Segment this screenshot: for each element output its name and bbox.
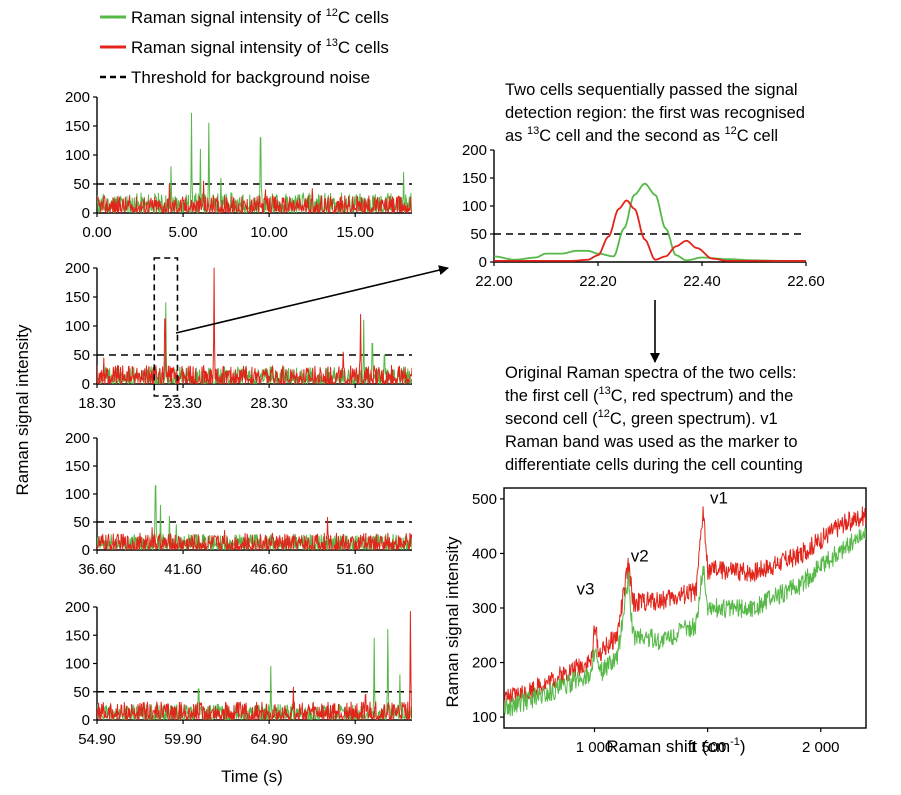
y-tick-label: 400 xyxy=(472,545,497,562)
y-tick-label: 50 xyxy=(470,226,487,243)
x-tick-label: 36.60 xyxy=(78,561,116,578)
spectra-note: Original Raman spectra of the two cells:… xyxy=(505,364,803,474)
y-tick-label: 150 xyxy=(462,170,487,187)
y-tick-label: 0 xyxy=(82,542,90,559)
spectra-note-line-4: Raman band was used as the marker to xyxy=(505,433,798,451)
legend-label-threshold: Threshold for background noise xyxy=(131,68,370,87)
spectra-note-line-5: differentiate cells during the cell coun… xyxy=(505,456,803,474)
spectra-note-line-1: Original Raman spectra of the two cells: xyxy=(505,364,797,382)
series-line-13c xyxy=(504,506,866,708)
y-tick-label: 50 xyxy=(73,176,90,193)
y-tick-label: 100 xyxy=(65,486,90,503)
y-tick-label: 200 xyxy=(462,142,487,159)
time-trace-panel-1: 0 50 100 150 200 0.00 5.00 10.00 15.00 xyxy=(65,89,412,241)
raman-spectra-panel: 100 200 300 400 500 1 000 1 500 2 000 v3 v2 v1 xyxy=(472,487,867,756)
zoom-note-line-1: Two cells sequentially passed the signal xyxy=(505,81,798,99)
x-tick-label: 28.30 xyxy=(250,395,288,412)
x-tick-label: 5.00 xyxy=(168,224,197,241)
y-tick-label: 100 xyxy=(65,147,90,164)
series-line-13c xyxy=(97,611,412,720)
x-tick-label: 2 000 xyxy=(802,739,840,756)
x-tick-label: 22.00 xyxy=(475,273,513,290)
spectrum-x-axis-label: Raman shift (cm-1) xyxy=(606,736,745,756)
x-tick-label: 59.90 xyxy=(164,731,202,748)
highlight-box xyxy=(153,257,179,397)
left-x-axis-label: Time (s) xyxy=(221,767,283,786)
y-tick-label: 0 xyxy=(82,712,90,729)
band-label-v3: v3 xyxy=(576,579,594,598)
spectra-note-line-3: second cell (12C, green spectrum). v1 xyxy=(505,408,778,428)
x-tick-label: 64.90 xyxy=(250,731,288,748)
y-tick-label: 0 xyxy=(479,254,487,271)
band-label-v1: v1 xyxy=(710,488,728,507)
zoom-note: Two cells sequentially passed the signal… xyxy=(505,81,805,145)
y-tick-label: 50 xyxy=(73,347,90,364)
zoom-note-line-3: as 13C cell and the second as 12C cell xyxy=(505,125,778,145)
y-tick-label: 200 xyxy=(65,599,90,616)
legend: Raman signal intensity of 12C cells Rama… xyxy=(100,7,389,87)
y-tick-label: 100 xyxy=(65,318,90,335)
zoom-note-line-2: detection region: the first was recognis… xyxy=(505,104,805,122)
time-trace-panel-3: 0 50 100 150 200 36.60 41.60 46.60 51.60 xyxy=(65,430,412,578)
series-line-13c xyxy=(97,517,412,550)
y-tick-label: 200 xyxy=(472,655,497,672)
legend-label-12c: Raman signal intensity of 12C cells xyxy=(131,7,389,27)
time-trace-panel-2: 0 50 100 150 200 18.30 23.30 28.30 33.30 xyxy=(65,257,412,412)
y-tick-label: 500 xyxy=(472,491,497,508)
y-tick-label: 150 xyxy=(65,458,90,475)
y-tick-label: 200 xyxy=(65,260,90,277)
y-tick-label: 150 xyxy=(65,289,90,306)
band-label-v2: v2 xyxy=(631,547,649,566)
x-tick-label: 15.00 xyxy=(336,224,374,241)
y-tick-label: 0 xyxy=(82,205,90,222)
x-tick-label: 10.00 xyxy=(250,224,288,241)
y-tick-label: 50 xyxy=(73,514,90,531)
y-tick-label: 100 xyxy=(472,709,497,726)
y-tick-label: 100 xyxy=(65,656,90,673)
series-line-12c xyxy=(504,527,866,717)
x-tick-label: 69.90 xyxy=(336,731,374,748)
y-tick-label: 300 xyxy=(472,600,497,617)
x-tick-label: 33.30 xyxy=(336,395,374,412)
y-tick-label: 200 xyxy=(65,430,90,447)
x-tick-label: 46.60 xyxy=(250,561,288,578)
series-line-13c xyxy=(97,180,412,213)
y-tick-label: 100 xyxy=(462,198,487,215)
y-tick-label: 150 xyxy=(65,627,90,644)
spectrum-y-axis-label: Raman signal intensity xyxy=(443,536,462,708)
x-tick-label: 23.30 xyxy=(164,395,202,412)
x-tick-label: 22.40 xyxy=(683,273,721,290)
zoom-arrow xyxy=(175,265,449,334)
y-tick-label: 200 xyxy=(65,89,90,106)
y-tick-label: 150 xyxy=(65,118,90,135)
x-tick-label: 1 000 xyxy=(576,739,614,756)
x-tick-label: 41.60 xyxy=(164,561,202,578)
spectra-note-line-2: the first cell (13C, red spectrum) and t… xyxy=(505,385,793,405)
series-line-13c xyxy=(97,267,412,384)
time-trace-panel-4: 0 50 100 150 200 54.90 59.90 64.90 69.90 xyxy=(65,599,412,748)
x-tick-label: 51.60 xyxy=(336,561,374,578)
x-tick-label: 1 500 xyxy=(689,739,727,756)
zoom-trace-panel: 0 50 100 150 200 22.00 22.20 22.40 22.60 xyxy=(462,142,825,290)
x-tick-label: 54.90 xyxy=(78,731,116,748)
y-tick-label: 0 xyxy=(82,376,90,393)
left-y-axis-label: Raman signal intensity xyxy=(13,324,32,496)
x-tick-label: 0.00 xyxy=(82,224,111,241)
x-tick-label: 22.60 xyxy=(787,273,825,290)
series-line-13c xyxy=(494,199,806,262)
x-tick-label: 22.20 xyxy=(579,273,617,290)
y-tick-label: 50 xyxy=(73,684,90,701)
x-tick-label: 18.30 xyxy=(78,395,116,412)
legend-label-13c: Raman signal intensity of 13C cells xyxy=(131,37,389,57)
